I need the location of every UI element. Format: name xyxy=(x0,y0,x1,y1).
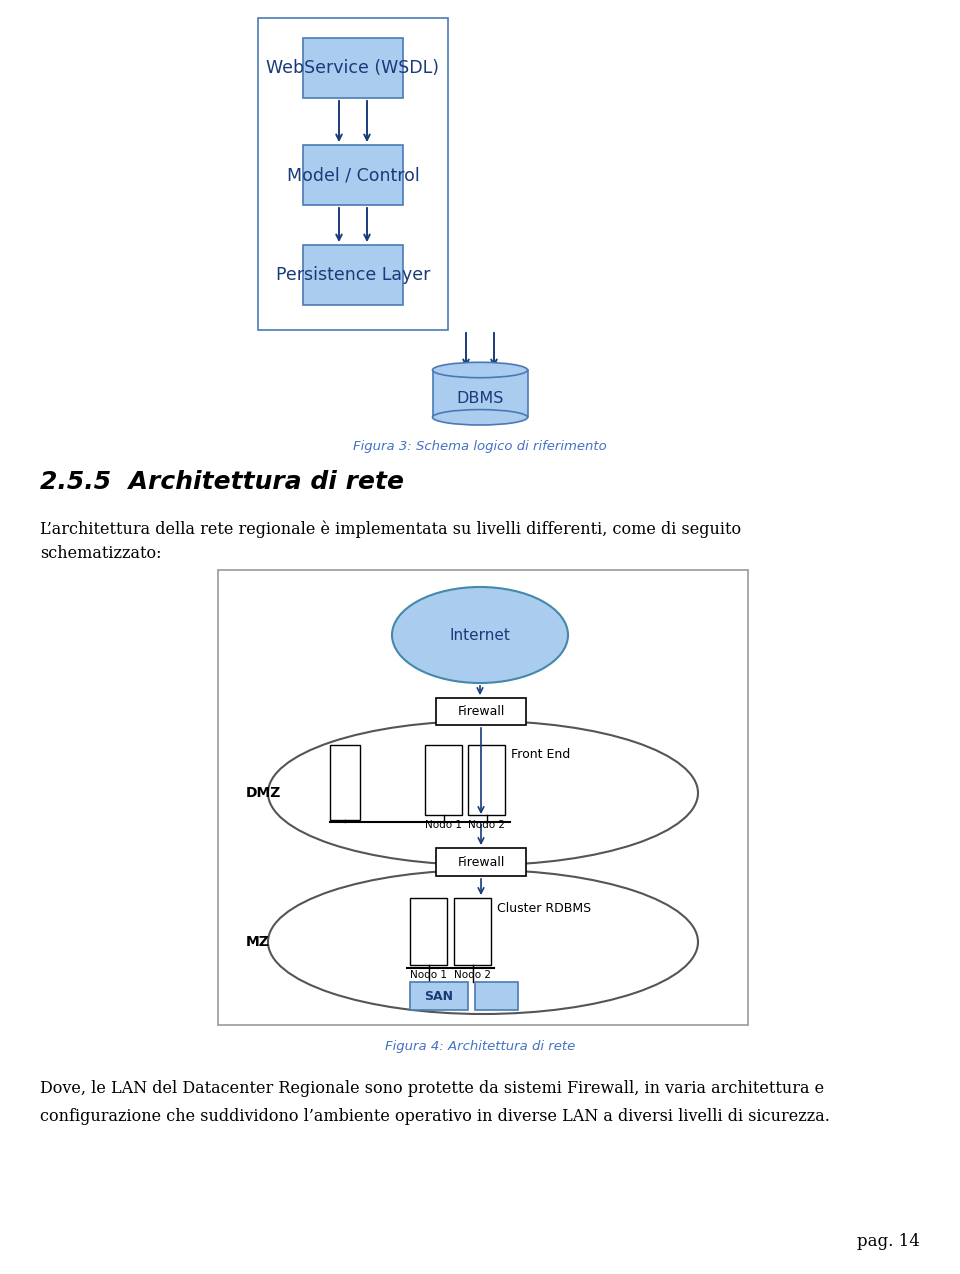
Text: 2.5.5  Architettura di rete: 2.5.5 Architettura di rete xyxy=(40,470,404,494)
Bar xyxy=(303,245,403,304)
Bar xyxy=(454,898,491,964)
Text: Cluster RDBMS: Cluster RDBMS xyxy=(497,902,591,915)
Text: WebService (WSDL): WebService (WSDL) xyxy=(267,59,440,76)
Bar xyxy=(303,38,403,98)
Text: Model / Control: Model / Control xyxy=(287,166,420,183)
Text: L’architettura della rete regionale è implementata su livelli differenti, come d: L’architettura della rete regionale è im… xyxy=(40,520,741,538)
Bar xyxy=(433,369,527,418)
Bar xyxy=(436,848,526,877)
Text: DMZ: DMZ xyxy=(246,786,281,800)
Text: DBMS: DBMS xyxy=(456,391,504,406)
Bar xyxy=(330,745,360,820)
Ellipse shape xyxy=(433,362,527,377)
Text: Firewall: Firewall xyxy=(457,705,505,719)
Bar xyxy=(258,18,448,330)
Text: MZ: MZ xyxy=(246,935,270,949)
Ellipse shape xyxy=(268,870,698,1014)
Text: Firewall: Firewall xyxy=(457,856,505,869)
Text: Figura 4: Architettura di rete: Figura 4: Architettura di rete xyxy=(385,1040,575,1054)
Bar xyxy=(410,898,447,964)
Text: Nodo 2: Nodo 2 xyxy=(468,820,505,829)
Text: schematizzato:: schematizzato: xyxy=(40,545,161,562)
Text: Dove, le LAN del Datacenter Regionale sono protette da sistemi Firewall, in vari: Dove, le LAN del Datacenter Regionale so… xyxy=(40,1080,824,1097)
Text: Nodo 1: Nodo 1 xyxy=(410,970,447,980)
Bar xyxy=(475,982,518,1010)
Bar xyxy=(303,145,403,205)
Bar xyxy=(436,698,526,725)
Bar xyxy=(218,569,748,1026)
Ellipse shape xyxy=(392,587,568,683)
Text: Figura 3: Schema logico di riferimento: Figura 3: Schema logico di riferimento xyxy=(353,440,607,454)
Ellipse shape xyxy=(268,721,698,865)
Text: Persistence Layer: Persistence Layer xyxy=(276,266,430,284)
Bar xyxy=(468,745,505,815)
Bar xyxy=(410,982,468,1010)
Ellipse shape xyxy=(433,410,527,426)
Text: Internet: Internet xyxy=(449,628,511,642)
Text: Nodo 2: Nodo 2 xyxy=(454,970,491,980)
Text: Nodo 1: Nodo 1 xyxy=(425,820,462,829)
Text: Front End: Front End xyxy=(511,749,570,762)
Text: pag. 14: pag. 14 xyxy=(857,1233,920,1250)
Text: SAN: SAN xyxy=(424,990,453,1003)
Text: configurazione che suddividono l’ambiente operativo in diverse LAN a diversi liv: configurazione che suddividono l’ambient… xyxy=(40,1108,829,1125)
Bar xyxy=(425,745,462,815)
